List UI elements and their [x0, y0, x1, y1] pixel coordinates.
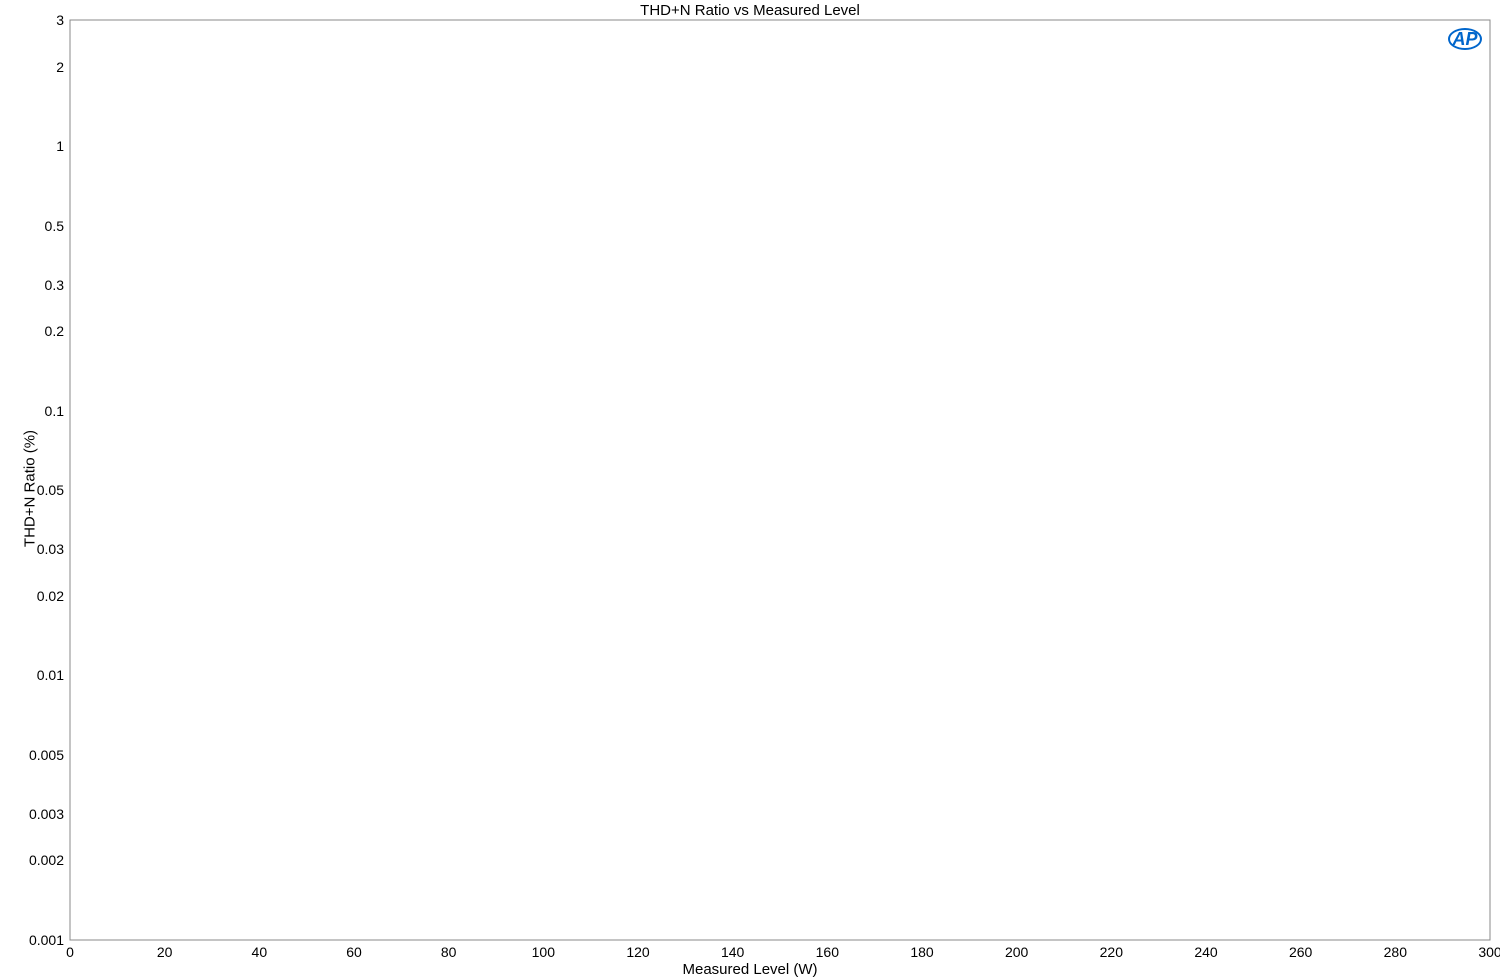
x-tick-label: 120	[626, 944, 649, 960]
chart-svg	[0, 0, 1500, 980]
y-axis-label: THD+N Ratio (%)	[22, 414, 39, 564]
y-tick-label: 0.5	[45, 218, 64, 234]
x-tick-label: 80	[441, 944, 457, 960]
y-tick-label: 0.01	[37, 667, 64, 683]
y-tick-label: 1	[56, 138, 64, 154]
x-tick-label: 220	[1100, 944, 1123, 960]
x-tick-label: 260	[1289, 944, 1312, 960]
x-tick-label: 180	[910, 944, 933, 960]
x-tick-label: 140	[721, 944, 744, 960]
y-tick-label: 2	[56, 59, 64, 75]
y-tick-label: 0.003	[29, 806, 64, 822]
x-tick-label: 40	[252, 944, 268, 960]
x-tick-label: 200	[1005, 944, 1028, 960]
y-tick-label: 0.2	[45, 323, 64, 339]
y-tick-label: 0.001	[29, 932, 64, 948]
y-tick-label: 3	[56, 12, 64, 28]
x-axis-label: Measured Level (W)	[682, 961, 817, 978]
y-tick-label: 0.005	[29, 747, 64, 763]
y-tick-label: 0.05	[37, 482, 64, 498]
x-tick-label: 100	[532, 944, 555, 960]
chart-container: THD+N Ratio vs Measured Level 0.0010.002…	[0, 0, 1500, 980]
x-tick-label: 240	[1194, 944, 1217, 960]
y-tick-label: 0.3	[45, 277, 64, 293]
x-tick-label: 160	[816, 944, 839, 960]
x-tick-label: 300	[1478, 944, 1500, 960]
y-tick-label: 0.02	[37, 588, 64, 604]
y-tick-label: 0.002	[29, 852, 64, 868]
x-tick-label: 280	[1384, 944, 1407, 960]
ap-logo-icon: AP	[1448, 28, 1482, 50]
x-tick-label: 0	[66, 944, 74, 960]
x-tick-label: 60	[346, 944, 362, 960]
x-tick-label: 20	[157, 944, 173, 960]
y-tick-label: 0.1	[45, 403, 64, 419]
y-tick-label: 0.03	[37, 541, 64, 557]
